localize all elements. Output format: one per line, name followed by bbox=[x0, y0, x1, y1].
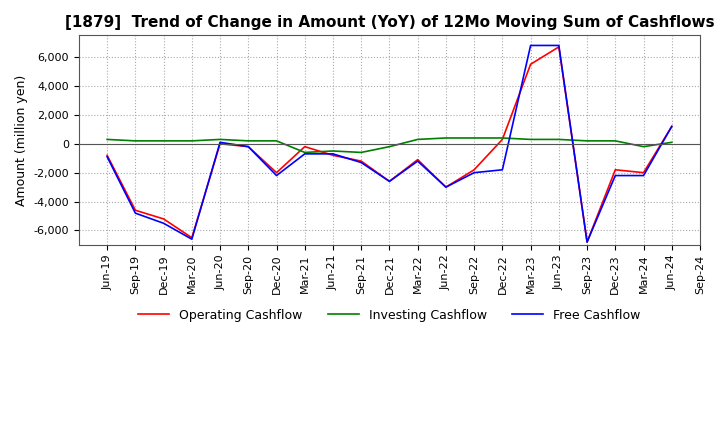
Operating Cashflow bbox=[526, 62, 535, 67]
Y-axis label: Amount (million yen): Amount (million yen) bbox=[15, 74, 28, 206]
Free Cashflow bbox=[216, 139, 225, 145]
Investing Cashflow bbox=[244, 138, 253, 143]
Free Cashflow bbox=[441, 184, 450, 190]
Operating Cashflow bbox=[328, 153, 337, 158]
Line: Free Cashflow: Free Cashflow bbox=[107, 45, 672, 242]
Investing Cashflow bbox=[328, 148, 337, 154]
Investing Cashflow bbox=[159, 138, 168, 143]
Investing Cashflow bbox=[131, 138, 140, 143]
Operating Cashflow bbox=[582, 239, 591, 245]
Operating Cashflow bbox=[470, 167, 479, 172]
Investing Cashflow bbox=[413, 137, 422, 142]
Operating Cashflow bbox=[131, 208, 140, 213]
Investing Cashflow bbox=[526, 137, 535, 142]
Investing Cashflow bbox=[187, 138, 196, 143]
Operating Cashflow bbox=[498, 137, 507, 142]
Investing Cashflow bbox=[385, 144, 394, 149]
Operating Cashflow bbox=[357, 158, 366, 164]
Operating Cashflow bbox=[639, 170, 648, 175]
Free Cashflow bbox=[187, 237, 196, 242]
Free Cashflow bbox=[328, 151, 337, 157]
Investing Cashflow bbox=[357, 150, 366, 155]
Operating Cashflow bbox=[413, 157, 422, 162]
Operating Cashflow bbox=[611, 167, 620, 172]
Free Cashflow bbox=[272, 173, 281, 178]
Free Cashflow bbox=[413, 158, 422, 164]
Operating Cashflow bbox=[159, 216, 168, 222]
Free Cashflow bbox=[611, 173, 620, 178]
Free Cashflow bbox=[582, 239, 591, 245]
Operating Cashflow bbox=[667, 124, 676, 129]
Investing Cashflow bbox=[300, 150, 309, 155]
Operating Cashflow bbox=[300, 144, 309, 149]
Free Cashflow bbox=[526, 43, 535, 48]
Operating Cashflow bbox=[216, 141, 225, 147]
Free Cashflow bbox=[131, 210, 140, 216]
Free Cashflow bbox=[300, 151, 309, 157]
Operating Cashflow bbox=[187, 235, 196, 240]
Free Cashflow bbox=[554, 43, 563, 48]
Investing Cashflow bbox=[216, 137, 225, 142]
Investing Cashflow bbox=[470, 136, 479, 141]
Investing Cashflow bbox=[582, 138, 591, 143]
Investing Cashflow bbox=[498, 136, 507, 141]
Free Cashflow bbox=[244, 144, 253, 149]
Investing Cashflow bbox=[554, 137, 563, 142]
Legend: Operating Cashflow, Investing Cashflow, Free Cashflow: Operating Cashflow, Investing Cashflow, … bbox=[133, 304, 646, 327]
Free Cashflow bbox=[357, 160, 366, 165]
Investing Cashflow bbox=[272, 138, 281, 143]
Line: Investing Cashflow: Investing Cashflow bbox=[107, 138, 672, 152]
Investing Cashflow bbox=[611, 138, 620, 143]
Free Cashflow bbox=[385, 179, 394, 184]
Operating Cashflow bbox=[385, 179, 394, 184]
Free Cashflow bbox=[498, 167, 507, 172]
Operating Cashflow bbox=[272, 170, 281, 175]
Operating Cashflow bbox=[103, 153, 112, 158]
Investing Cashflow bbox=[667, 139, 676, 145]
Title: [1879]  Trend of Change in Amount (YoY) of 12Mo Moving Sum of Cashflows: [1879] Trend of Change in Amount (YoY) o… bbox=[65, 15, 714, 30]
Operating Cashflow bbox=[244, 144, 253, 149]
Investing Cashflow bbox=[441, 136, 450, 141]
Free Cashflow bbox=[667, 124, 676, 129]
Free Cashflow bbox=[639, 173, 648, 178]
Free Cashflow bbox=[470, 170, 479, 175]
Free Cashflow bbox=[103, 154, 112, 159]
Investing Cashflow bbox=[103, 137, 112, 142]
Free Cashflow bbox=[159, 220, 168, 226]
Operating Cashflow bbox=[441, 184, 450, 190]
Line: Operating Cashflow: Operating Cashflow bbox=[107, 47, 672, 242]
Operating Cashflow bbox=[554, 44, 563, 50]
Investing Cashflow bbox=[639, 144, 648, 149]
